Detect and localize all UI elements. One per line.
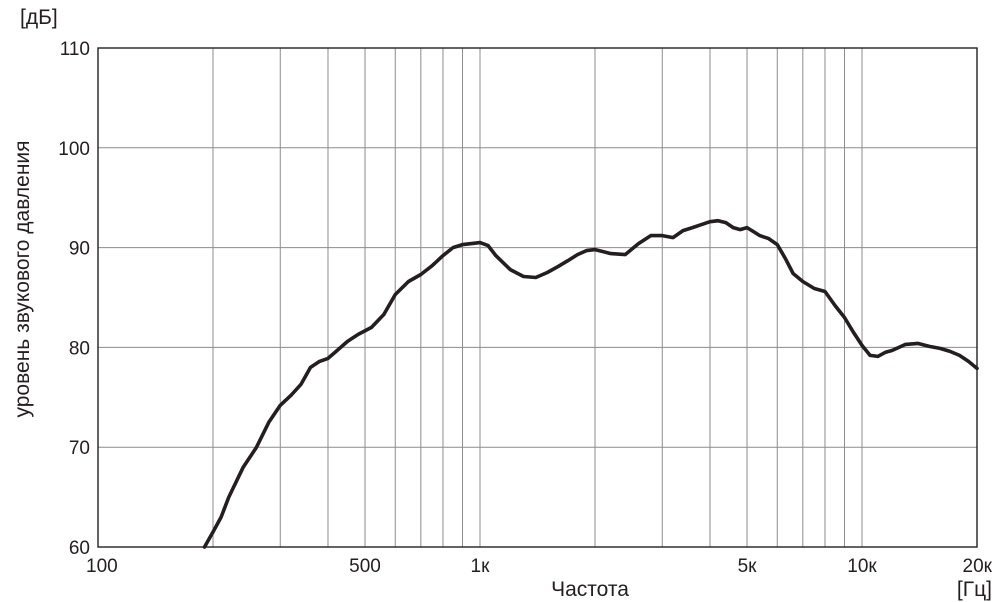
x-unit-label: [Гц] [957,578,992,601]
y-tick-labels: 60 70 80 90 100 110 [58,39,90,559]
x-tick-labels: 100 500 1к 5к 10к 20к [86,556,993,577]
y-tick-label: 80 [69,338,90,359]
x-tick-label: 20к [963,556,993,577]
y-tick-label: 90 [69,239,90,260]
spl-response-line [202,218,979,549]
y-tick-label: 70 [69,438,90,459]
x-tick-label: 10к [847,556,877,577]
x-axis-title: Частота [551,578,629,601]
x-tick-label: 100 [86,556,118,577]
y-unit-label: [дБ] [20,6,58,29]
vertical-gridlines [212,48,863,547]
series-group [202,218,979,549]
x-tick-label: 500 [349,556,381,577]
x-tick-label: 1к [471,556,491,577]
y-tick-label: 60 [69,538,90,559]
y-axis-title: уровень звукового давления [11,140,34,417]
plot-frame [97,47,978,548]
horizontal-gridlines [98,147,977,448]
x-tick-label: 5к [738,556,758,577]
y-tick-label: 100 [58,139,90,160]
y-tick-label: 110 [60,39,90,60]
